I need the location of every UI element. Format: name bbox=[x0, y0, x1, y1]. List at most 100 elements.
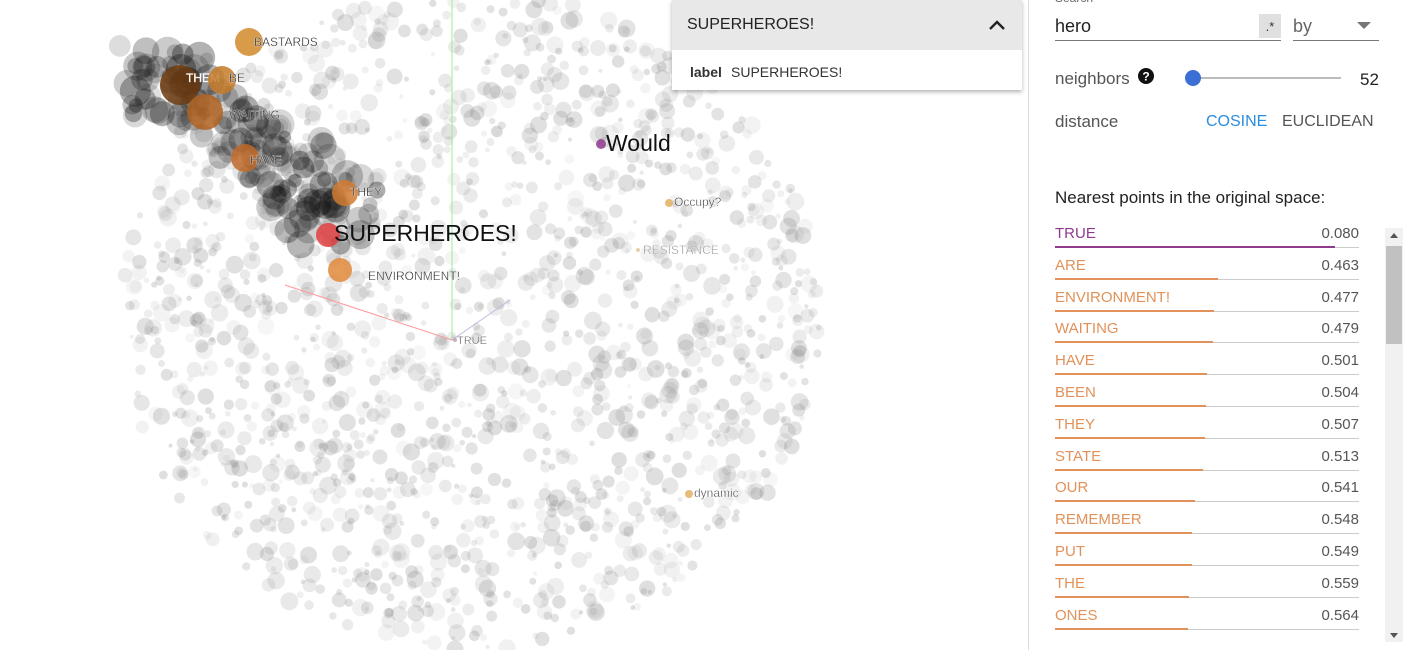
point bbox=[506, 145, 517, 157]
slider-knob[interactable] bbox=[1185, 70, 1201, 86]
point bbox=[221, 513, 230, 522]
point bbox=[792, 329, 807, 344]
point bbox=[234, 526, 244, 536]
point bbox=[385, 245, 401, 261]
point bbox=[343, 458, 355, 470]
point bbox=[661, 301, 678, 317]
distance-option[interactable]: EUCLIDEAN bbox=[1282, 113, 1374, 130]
distance-option[interactable]: COSINE bbox=[1206, 113, 1268, 130]
neighbor-row[interactable]: HAVE 0.501 bbox=[1055, 352, 1359, 384]
point bbox=[453, 28, 468, 43]
point bbox=[239, 269, 251, 280]
point bbox=[557, 499, 574, 517]
neighbor-row[interactable]: PUT 0.549 bbox=[1055, 543, 1359, 575]
point bbox=[265, 202, 282, 218]
point bbox=[416, 596, 422, 602]
point bbox=[486, 138, 495, 146]
neighbor-row[interactable]: OUR 0.541 bbox=[1055, 479, 1359, 511]
scroll-up[interactable] bbox=[1389, 232, 1399, 240]
point bbox=[562, 256, 577, 270]
point bbox=[449, 298, 462, 311]
point bbox=[618, 521, 634, 537]
point bbox=[255, 126, 267, 138]
neighbor-row[interactable]: STATE 0.513 bbox=[1055, 448, 1359, 480]
point bbox=[314, 456, 331, 473]
point bbox=[333, 158, 347, 171]
point bbox=[749, 470, 763, 483]
point bbox=[360, 182, 370, 193]
point bbox=[484, 59, 491, 66]
point bbox=[641, 125, 652, 136]
search-input[interactable]: hero bbox=[1055, 16, 1092, 36]
neighbor-distance: 0.479 bbox=[1321, 320, 1359, 338]
help-icon[interactable]: ? bbox=[1138, 68, 1154, 84]
point bbox=[134, 88, 156, 110]
point bbox=[354, 238, 371, 256]
point bbox=[680, 521, 690, 532]
point bbox=[326, 376, 336, 386]
collapse-icon[interactable] bbox=[988, 18, 1006, 32]
regex-toggle[interactable]: .* bbox=[1259, 14, 1281, 38]
neighbor-row[interactable]: THE 0.559 bbox=[1055, 575, 1359, 607]
point bbox=[540, 598, 549, 606]
neighbor-row[interactable]: ARE 0.463 bbox=[1055, 257, 1359, 289]
point bbox=[462, 151, 470, 159]
point bbox=[813, 349, 822, 358]
point bbox=[136, 68, 160, 92]
point bbox=[363, 569, 370, 576]
point bbox=[695, 263, 707, 275]
point bbox=[412, 214, 421, 223]
point bbox=[216, 330, 232, 346]
point bbox=[788, 292, 800, 304]
point bbox=[591, 84, 605, 98]
point bbox=[353, 439, 364, 450]
neighbor-row[interactable]: WAITING 0.479 bbox=[1055, 320, 1359, 352]
point bbox=[729, 253, 740, 264]
point bbox=[374, 208, 388, 222]
neighbor-row[interactable]: BEEN 0.504 bbox=[1055, 384, 1359, 416]
point bbox=[682, 450, 692, 460]
point bbox=[759, 198, 774, 213]
point bbox=[300, 519, 308, 527]
point bbox=[729, 374, 742, 386]
search-by[interactable]: by bbox=[1293, 16, 1313, 36]
neighbor-row[interactable]: THEY 0.507 bbox=[1055, 416, 1359, 448]
neighbor-row[interactable]: ONES 0.564 bbox=[1055, 607, 1359, 639]
point bbox=[526, 550, 538, 561]
point bbox=[291, 507, 297, 513]
point bbox=[567, 361, 583, 377]
point bbox=[310, 169, 317, 176]
point bbox=[661, 487, 667, 493]
point bbox=[312, 487, 328, 503]
point bbox=[332, 545, 350, 563]
neighbor-row[interactable]: TRUE 0.080 bbox=[1055, 225, 1359, 257]
point bbox=[310, 132, 337, 159]
point bbox=[178, 448, 192, 461]
point bbox=[158, 360, 165, 367]
point bbox=[337, 242, 353, 258]
point bbox=[543, 103, 556, 116]
scrollbar-thumb[interactable] bbox=[1386, 246, 1402, 344]
point bbox=[310, 89, 318, 97]
point bbox=[414, 116, 427, 128]
point bbox=[235, 361, 250, 376]
point bbox=[664, 128, 675, 139]
scroll-down[interactable] bbox=[1389, 632, 1399, 640]
point bbox=[392, 215, 405, 228]
neighbor-row[interactable]: REMEMBER 0.548 bbox=[1055, 511, 1359, 543]
point bbox=[694, 337, 708, 351]
point bbox=[420, 320, 427, 326]
point bbox=[191, 160, 198, 167]
point bbox=[654, 364, 661, 371]
point bbox=[401, 210, 415, 224]
point bbox=[583, 332, 596, 345]
point bbox=[574, 225, 584, 235]
point bbox=[410, 156, 427, 173]
point bbox=[428, 237, 443, 251]
neighbor-row[interactable]: ENVIRONMENT! 0.477 bbox=[1055, 289, 1359, 321]
point bbox=[666, 543, 671, 548]
point bbox=[443, 544, 458, 560]
point bbox=[786, 192, 805, 211]
point bbox=[465, 171, 480, 186]
